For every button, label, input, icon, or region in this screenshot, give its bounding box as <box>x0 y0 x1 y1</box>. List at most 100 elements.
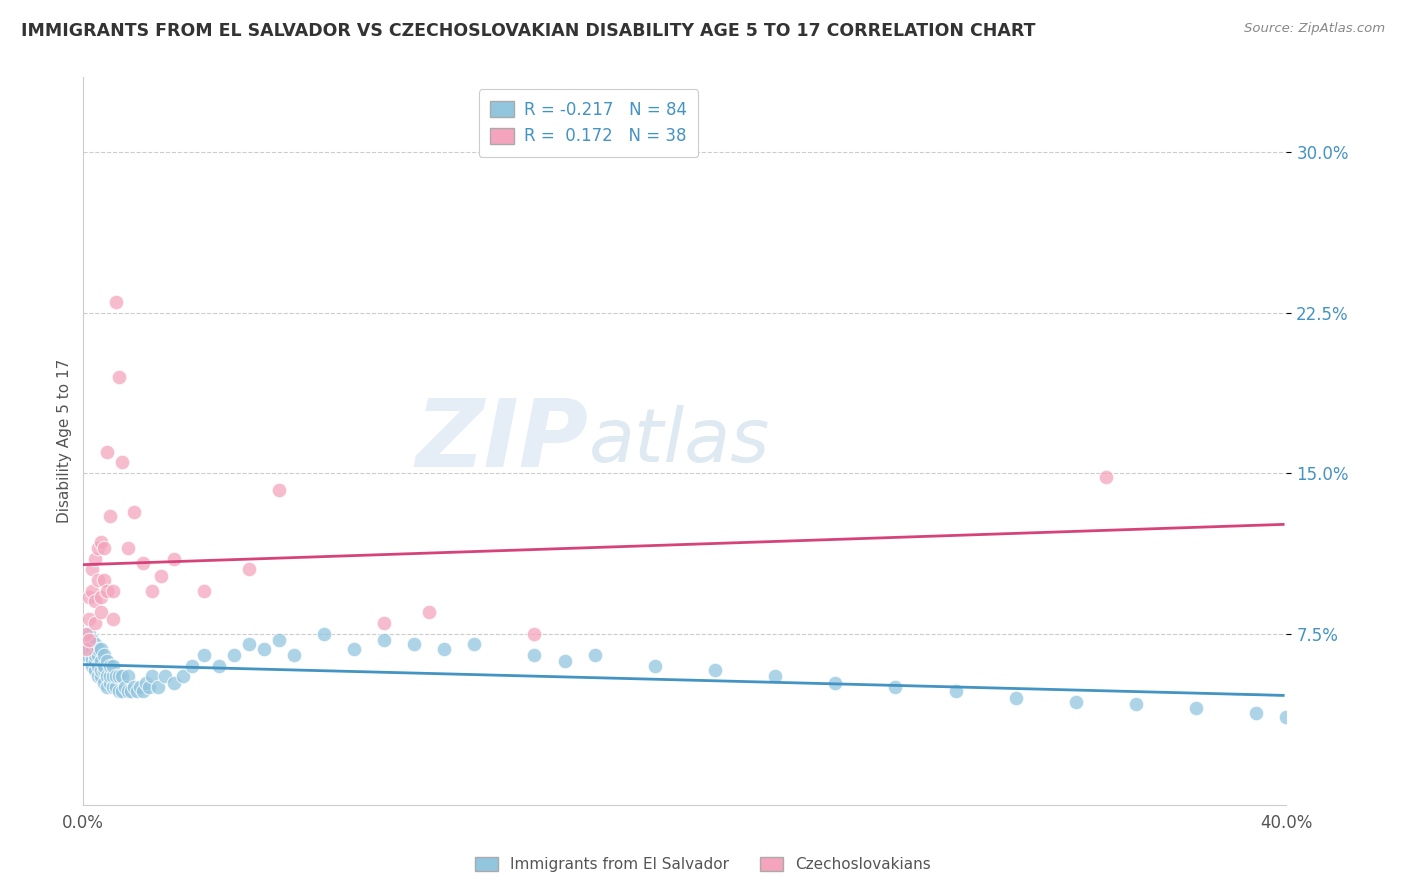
Point <box>120 684 142 698</box>
Point <box>162 675 184 690</box>
Point <box>87 573 110 587</box>
Point <box>103 658 125 673</box>
Point <box>373 615 395 630</box>
Point <box>824 675 846 690</box>
Point <box>84 594 107 608</box>
Point <box>135 675 157 690</box>
Point <box>84 615 107 630</box>
Point <box>132 684 155 698</box>
Point <box>93 658 115 673</box>
Point <box>111 684 134 698</box>
Point <box>141 583 163 598</box>
Point <box>96 654 118 668</box>
Point <box>79 591 101 605</box>
Point <box>267 632 290 647</box>
Legend: R = -0.217   N = 84, R =  0.172   N = 38: R = -0.217 N = 84, R = 0.172 N = 38 <box>479 89 699 157</box>
Text: Source: ZipAtlas.com: Source: ZipAtlas.com <box>1244 22 1385 36</box>
Point <box>82 583 104 598</box>
Point <box>1004 690 1026 705</box>
Point <box>117 541 139 555</box>
Point <box>644 658 666 673</box>
Point <box>253 641 276 656</box>
Point <box>82 632 104 647</box>
Point <box>117 669 139 683</box>
Point <box>82 652 104 666</box>
Point <box>84 663 107 677</box>
Point <box>1275 710 1298 724</box>
Point <box>523 626 546 640</box>
Point <box>108 684 131 698</box>
Point <box>98 669 121 683</box>
Point <box>96 444 118 458</box>
Point <box>111 455 134 469</box>
Point <box>75 637 97 651</box>
Point <box>124 505 146 519</box>
Point <box>433 641 456 656</box>
Legend: Immigrants from El Salvador, Czechoslovakians: Immigrants from El Salvador, Czechoslova… <box>468 849 938 880</box>
Point <box>129 680 152 694</box>
Point <box>103 611 125 625</box>
Point <box>87 669 110 683</box>
Point <box>82 658 104 673</box>
Point <box>523 648 546 662</box>
Point <box>90 654 112 668</box>
Point <box>162 551 184 566</box>
Point <box>138 680 160 694</box>
Point <box>108 370 131 384</box>
Point <box>172 669 194 683</box>
Point <box>82 562 104 576</box>
Point <box>93 648 115 662</box>
Point <box>84 654 107 668</box>
Point <box>132 556 155 570</box>
Point <box>79 641 101 656</box>
Point <box>79 611 101 625</box>
Point <box>583 648 606 662</box>
Point <box>1185 701 1208 715</box>
Point <box>75 626 97 640</box>
Point <box>75 641 97 656</box>
Point <box>127 684 149 698</box>
Point <box>90 605 112 619</box>
Text: ZIP: ZIP <box>416 395 589 487</box>
Point <box>87 541 110 555</box>
Point <box>150 569 173 583</box>
Point <box>312 626 335 640</box>
Point <box>93 663 115 677</box>
Point <box>79 632 101 647</box>
Point <box>90 591 112 605</box>
Point <box>1125 697 1147 711</box>
Point <box>93 573 115 587</box>
Point <box>87 641 110 656</box>
Point <box>193 583 215 598</box>
Point <box>114 680 136 694</box>
Point <box>704 663 727 677</box>
Point <box>193 648 215 662</box>
Point <box>84 637 107 651</box>
Point <box>90 663 112 677</box>
Point <box>283 648 305 662</box>
Point <box>884 680 907 694</box>
Point <box>111 669 134 683</box>
Point <box>238 637 260 651</box>
Point <box>98 675 121 690</box>
Point <box>105 680 128 694</box>
Point <box>87 658 110 673</box>
Point <box>124 680 146 694</box>
Y-axis label: Disability Age 5 to 17: Disability Age 5 to 17 <box>58 359 72 524</box>
Point <box>153 669 176 683</box>
Point <box>343 641 366 656</box>
Point <box>98 508 121 523</box>
Point <box>763 669 786 683</box>
Text: atlas: atlas <box>589 405 770 477</box>
Point <box>463 637 485 651</box>
Point <box>93 675 115 690</box>
Point <box>222 648 245 662</box>
Point <box>90 534 112 549</box>
Point <box>82 641 104 656</box>
Point <box>1246 706 1268 720</box>
Point <box>103 669 125 683</box>
Point <box>267 483 290 498</box>
Point <box>105 295 128 310</box>
Point <box>1095 470 1118 484</box>
Point <box>87 648 110 662</box>
